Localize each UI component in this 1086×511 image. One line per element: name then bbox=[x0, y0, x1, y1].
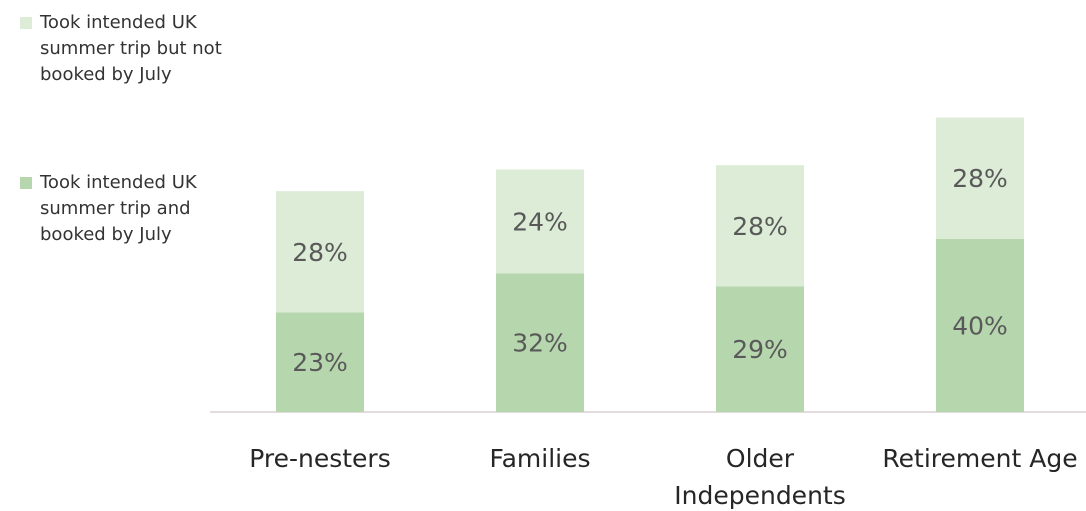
legend-label: Took intended UK summer trip but not boo… bbox=[40, 12, 222, 85]
bar-segment bbox=[936, 117, 1024, 239]
data-label: 28% bbox=[732, 212, 788, 241]
data-label: 32% bbox=[512, 329, 568, 358]
x-tick-label: Families bbox=[489, 444, 591, 473]
legend-label: Took intended UK summer trip and booked … bbox=[40, 172, 197, 245]
legend-swatch bbox=[20, 177, 32, 189]
bar-segment bbox=[276, 191, 364, 313]
bar-segment bbox=[936, 238, 1024, 412]
data-label: 29% bbox=[732, 335, 788, 364]
bar-segment bbox=[276, 312, 364, 412]
bar-segment bbox=[496, 273, 584, 412]
bar-segment bbox=[716, 286, 804, 412]
x-tick-label: Pre-nesters bbox=[249, 444, 391, 473]
data-label: 24% bbox=[512, 207, 568, 236]
bar-segment bbox=[716, 165, 804, 287]
data-label: 28% bbox=[292, 238, 348, 267]
data-label: 40% bbox=[952, 311, 1008, 340]
x-tick-label: Older Independents bbox=[674, 444, 846, 510]
data-label: 28% bbox=[952, 164, 1008, 193]
bar-segment bbox=[496, 169, 584, 274]
data-label: 23% bbox=[292, 348, 348, 377]
x-tick-label: Retirement Age bbox=[882, 444, 1078, 473]
legend-swatch bbox=[20, 17, 32, 29]
